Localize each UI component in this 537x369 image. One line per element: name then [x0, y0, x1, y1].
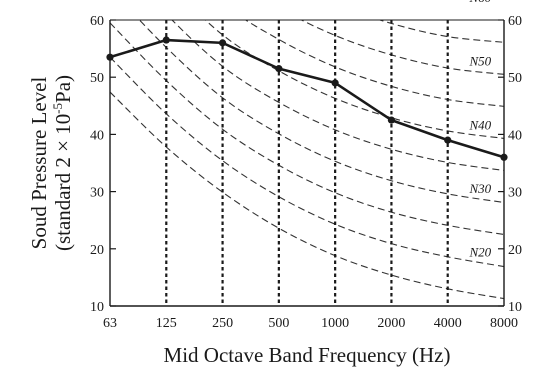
nc-curve-6 [244, 20, 504, 107]
nc-label-N20: N20 [469, 244, 492, 259]
y-axis-title-line2: (standard 2 × 10-5Pa) [50, 75, 75, 251]
nc-label-bg-N40 [464, 118, 497, 132]
series-point-250 [218, 39, 227, 47]
nc-label-N60: N60 [469, 0, 492, 5]
nc-label-group-N30: N30 [464, 181, 497, 196]
nc-curve-3 [138, 20, 504, 204]
nc-label-group-N40: N40 [464, 117, 497, 132]
nc-label-N30: N30 [469, 181, 492, 196]
nc-label-group-N60: N60 [464, 0, 497, 5]
y-axis-title-line1: Soud Pressure Level [27, 77, 51, 250]
x-tick-label-63: 63 [103, 316, 117, 331]
x-tick-label-8000: 8000 [490, 316, 518, 331]
plot-frame [109, 19, 505, 307]
nc-label-group-N50: N50 [464, 54, 497, 69]
nc-curve-9 [110, 0, 504, 10]
y-axis-title-exponent: -5 [50, 103, 65, 114]
y-tick-label-left-50: 50 [90, 71, 104, 86]
measured-series [106, 36, 508, 161]
series-point-8000 [500, 153, 508, 161]
x-tick-label-4000: 4000 [434, 316, 462, 331]
series-point-1000 [331, 79, 339, 87]
nc-curve-5 [204, 20, 504, 139]
nc-label-N40: N40 [469, 117, 492, 132]
y-axis-title-unit-base: (standard 2 × 10 [51, 114, 75, 251]
series-point-4000 [444, 136, 452, 144]
x-axis-title: Mid Octave Band Frequency (Hz) [164, 343, 451, 367]
nc-label-bg-N50 [464, 54, 497, 68]
nc-label-bg-N30 [464, 181, 497, 195]
series-point-63 [106, 53, 114, 61]
nc-label-bg-N60 [464, 0, 497, 5]
nc-curve-0 [110, 91, 504, 300]
y-tick-label-right-30: 30 [508, 186, 522, 201]
nc-curve-2 [110, 22, 504, 236]
y-tick-label-right-10: 10 [508, 300, 522, 315]
y-tick-label-right-50: 50 [508, 71, 522, 86]
y-tick-label-left-40: 40 [90, 128, 104, 143]
x-tick-label-1000: 1000 [321, 316, 349, 331]
nc-label-bg-N20 [464, 245, 497, 259]
nc-curve-8 [378, 20, 504, 43]
y-tick-label-right-20: 20 [508, 243, 522, 258]
series-point-125 [162, 36, 170, 44]
y-tick-label-left-30: 30 [90, 186, 104, 201]
vertical-gridlines [165, 20, 449, 306]
x-tick-label-250: 250 [212, 316, 233, 331]
series-point-2000 [387, 116, 396, 124]
tick-labels: 63 125 250 500 1000 2000 4000 80001020304050601… [90, 14, 522, 331]
nc-curve-4 [171, 20, 504, 171]
x-tick-label-125: 125 [156, 316, 177, 331]
nc-curves [110, 0, 504, 300]
y-tick-label-right-60: 60 [508, 14, 522, 29]
x-tick-label-2000: 2000 [377, 316, 405, 331]
nc-label-N50: N50 [469, 54, 492, 69]
nc-labels: N20 N30 N40 N50 N60 [464, 0, 497, 259]
y-tick-label-left-20: 20 [90, 243, 104, 258]
series-point-500 [275, 65, 283, 73]
y-axis-title-unit: Pa) [51, 75, 75, 103]
y-tick-label-left-10: 10 [90, 300, 104, 315]
x-tick-label-500: 500 [268, 316, 289, 331]
series-line-0 [109, 38, 505, 159]
nc-label-group-N20: N20 [464, 244, 497, 259]
y-tick-label-left-60: 60 [90, 14, 104, 29]
y-axis-title: Soud Pressure Level (standard 2 × 10-5Pa… [27, 75, 75, 251]
nc-curve-7 [300, 20, 504, 75]
nc-curve-1 [110, 56, 504, 268]
y-tick-label-right-40: 40 [508, 128, 522, 143]
